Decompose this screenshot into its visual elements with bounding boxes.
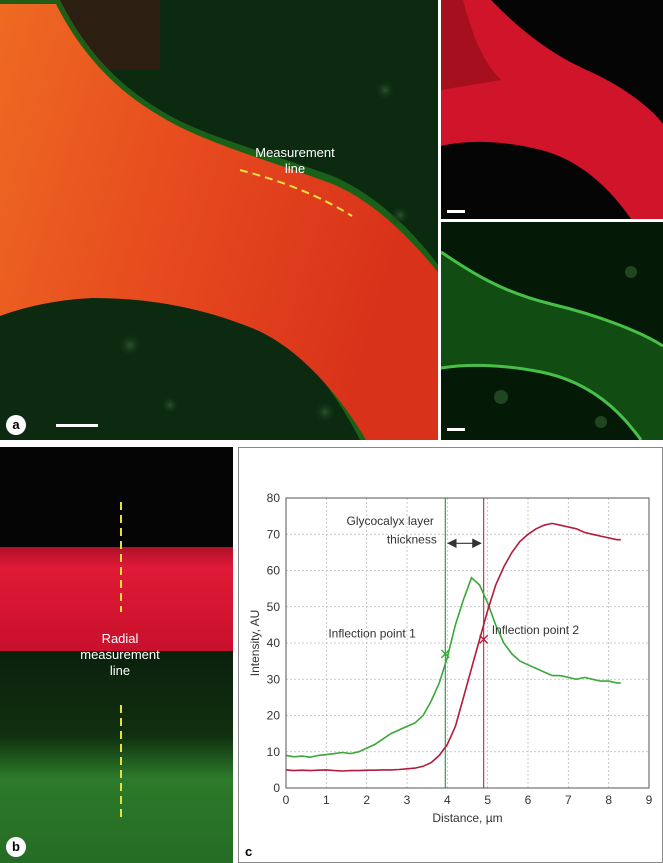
scale-bar (56, 424, 98, 427)
panel-letter-a: a (6, 415, 26, 435)
x-tick-label: 6 (525, 793, 532, 807)
inflection-marker-1 (440, 649, 450, 659)
plot-frame (285, 497, 650, 789)
glycocalyx-label-line2: thickness (387, 532, 437, 546)
panel-c-intensity-chart: 0 1 2 3 4 5 6 7 8 9 0 10 20 30 40 50 60 70 80 Glycocalyx l… (238, 447, 663, 863)
series-line-2 (285, 522, 621, 772)
measurement-label-line1: Measurement (255, 145, 335, 160)
x-tick-label: 0 (283, 793, 290, 807)
y-tick-label: 10 (267, 745, 281, 759)
measurement-line-label: Measurement line (240, 145, 350, 177)
x-tick-label: 7 (565, 793, 572, 807)
panel-letter-c: c (245, 844, 253, 859)
panel-a-merged-image: Measurement line a (0, 0, 438, 440)
y-tick-label: 30 (267, 672, 281, 686)
y-tick-label: 60 (267, 564, 281, 578)
panel-a-red-channel (441, 0, 663, 219)
measurement-label-line2: line (284, 161, 306, 176)
chart-tick-labels: 0 1 2 3 4 5 6 7 8 9 0 10 20 30 40 50 60 70 80 (267, 491, 653, 807)
x-tick-label: 8 (605, 793, 612, 807)
panel-a-green-channel (441, 222, 663, 440)
chart-vertical-lines (444, 498, 485, 788)
y-tick-label: 0 (273, 781, 280, 795)
x-tick-label: 1 (323, 793, 330, 807)
x-tick-label: 2 (363, 793, 370, 807)
intensity-profile-chart: 0 1 2 3 4 5 6 7 8 9 0 10 20 30 40 50 60 70 80 Glycocalyx l… (248, 491, 653, 825)
red-channel-image (441, 0, 663, 219)
merged-vessel-image (0, 0, 438, 440)
x-tick-label: 3 (404, 793, 411, 807)
inflection-point-2-label: Inflection point 2 (492, 623, 580, 637)
y-tick-label: 50 (267, 600, 281, 614)
x-tick-label: 9 (646, 793, 653, 807)
radial-measurement-label: Radial measurement line (60, 631, 180, 679)
scale-bar-green (447, 428, 465, 431)
y-tick-label: 40 (267, 636, 281, 650)
panel-b-radial-image: Radial measurement line b (0, 447, 233, 863)
chart-annotations: Glycocalyx layer thickness Inflection po… (328, 514, 579, 640)
glycocalyx-label-line1: Glycocalyx layer (347, 514, 434, 528)
scale-bar-red (447, 210, 465, 213)
x-tick-label: 4 (444, 793, 451, 807)
radial-label-line2: measurement (80, 647, 160, 662)
radial-label-line1: Radial (101, 631, 139, 646)
chart-grid (285, 497, 650, 789)
y-axis-label: Intensity, AU (248, 610, 262, 676)
chart-axes (285, 497, 650, 789)
measurement-line (239, 169, 353, 217)
inflection-point-1-label: Inflection point 1 (328, 627, 416, 641)
radial-label-line3: line (109, 663, 131, 678)
y-tick-label: 70 (267, 527, 281, 541)
y-tick-label: 20 (267, 709, 281, 723)
radial-cross-section-image (0, 447, 233, 863)
x-axis-label: Distance, µm (432, 811, 502, 825)
panel-letter-b: b (6, 837, 26, 857)
x-tick-label: 5 (484, 793, 491, 807)
y-tick-label: 80 (267, 491, 281, 505)
inflection-marker-2 (479, 634, 489, 644)
chart-series (285, 522, 621, 772)
series-line-1 (285, 576, 621, 759)
green-channel-image (441, 222, 663, 440)
